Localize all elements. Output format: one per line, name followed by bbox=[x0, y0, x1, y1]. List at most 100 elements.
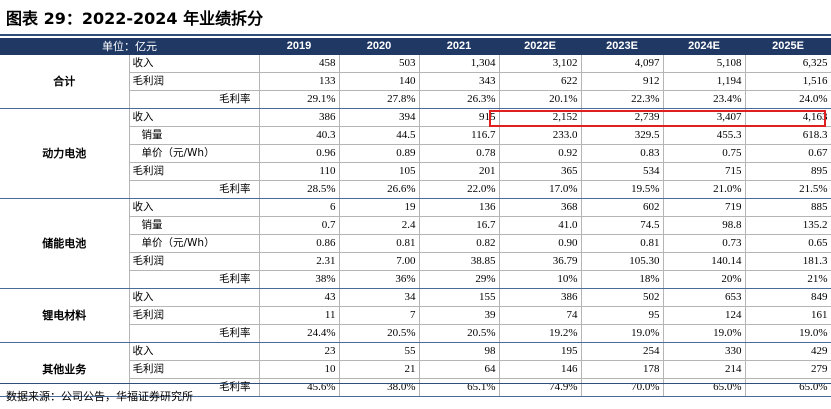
header-row: 单位：亿元 2019 2020 2021 2022E 2023E 2024E 2… bbox=[0, 38, 831, 55]
year-header: 2020 bbox=[339, 38, 419, 55]
table-row: 锂电材料 收入 43 34 155 386 502 653 849 bbox=[0, 288, 831, 343]
table-row: 毛利润 110 105 201 365 534 715 895 bbox=[0, 162, 831, 181]
value-cell: 214 bbox=[663, 360, 746, 379]
value-cell: 19.5% bbox=[581, 180, 664, 199]
value-cell: 0.81 bbox=[339, 234, 420, 253]
table-row: 销量 0.7 2.4 16.7 41.0 74.5 98.8 135.2 bbox=[0, 216, 831, 235]
segment-label: 合计 bbox=[0, 55, 130, 109]
value-cell: 24.4% bbox=[259, 324, 340, 343]
table-row: 其他业务 收入 23 55 98 195 254 330 429 bbox=[0, 342, 831, 397]
value-cell: 105 bbox=[339, 162, 420, 181]
value-cell: 34 bbox=[339, 288, 420, 307]
value-cell: 20.5% bbox=[419, 324, 500, 343]
value-cell: 124 bbox=[663, 306, 746, 325]
value-cell: 36.79 bbox=[499, 252, 582, 271]
value-cell: 74.5 bbox=[581, 216, 664, 235]
value-cell: 201 bbox=[419, 162, 500, 181]
value-cell: 136 bbox=[419, 198, 500, 217]
value-cell: 95 bbox=[581, 306, 664, 325]
table-row: 储能电池 收入 6 19 136 368 602 719 885 bbox=[0, 198, 831, 289]
source-divider bbox=[0, 383, 831, 384]
value-cell: 19 bbox=[339, 198, 420, 217]
value-cell: 19.0% bbox=[663, 324, 746, 343]
table-row: 毛利率 24.4% 20.5% 20.5% 19.2% 19.0% 19.0% 19.0% bbox=[0, 324, 831, 343]
value-cell: 39 bbox=[419, 306, 500, 325]
unit-header: 单位：亿元 bbox=[0, 38, 259, 55]
value-cell: 24.0% bbox=[745, 90, 831, 109]
value-cell: 65.0% bbox=[663, 378, 746, 397]
table-row: 毛利润 11 7 39 74 95 124 161 bbox=[0, 306, 831, 325]
value-cell: 55 bbox=[339, 342, 420, 361]
value-cell: 502 bbox=[581, 288, 664, 307]
table-row: 毛利润 10 21 64 146 178 214 279 bbox=[0, 360, 831, 379]
value-cell: 715 bbox=[663, 162, 746, 181]
value-cell: 21.0% bbox=[663, 180, 746, 199]
table-row: 毛利率 38% 36% 29% 10% 18% 20% 21% bbox=[0, 270, 831, 289]
value-cell: 719 bbox=[663, 198, 746, 217]
value-cell: 65.0% bbox=[745, 378, 831, 397]
value-cell: 622 bbox=[499, 72, 582, 91]
value-cell: 2.31 bbox=[259, 252, 340, 271]
table-body: 合计 收入 458 503 1,304 3,102 4,097 5,108 6,325 毛利润 13… bbox=[0, 55, 831, 397]
value-cell: 279 bbox=[745, 360, 831, 379]
value-cell: 503 bbox=[339, 55, 420, 73]
table-row: 毛利率 28.5% 26.6% 22.0% 17.0% 19.5% 21.0% 21.5% bbox=[0, 180, 831, 199]
value-cell: 1,304 bbox=[419, 55, 500, 73]
year-header: 2019 bbox=[259, 38, 339, 55]
value-cell: 22.0% bbox=[419, 180, 500, 199]
segment-label: 其他业务 bbox=[0, 342, 130, 397]
row-label: 毛利润 bbox=[129, 162, 260, 181]
value-cell: 11 bbox=[259, 306, 340, 325]
value-cell: 27.8% bbox=[339, 90, 420, 109]
value-cell: 38.0% bbox=[339, 378, 420, 397]
value-cell: 178 bbox=[581, 360, 664, 379]
value-cell: 20% bbox=[663, 270, 746, 289]
value-cell: 0.7 bbox=[259, 216, 340, 235]
year-header: 2024E bbox=[663, 38, 745, 55]
table-row: 动力电池 收入 386 394 915 2,152 2,739 3,407 4,163 bbox=[0, 108, 831, 199]
financial-breakdown-table: 单位：亿元 2019 2020 2021 2022E 2023E 2024E 2… bbox=[0, 38, 831, 397]
segment-label: 储能电池 bbox=[0, 198, 130, 289]
value-cell: 116.7 bbox=[419, 126, 500, 145]
table-row: 单价（元/Wh） 0.86 0.81 0.82 0.90 0.81 0.73 0.65 bbox=[0, 234, 831, 253]
value-cell: 6,325 bbox=[745, 55, 831, 73]
value-cell: 0.86 bbox=[259, 234, 340, 253]
value-cell: 19.2% bbox=[499, 324, 582, 343]
value-cell: 74.9% bbox=[499, 378, 582, 397]
value-cell: 38% bbox=[259, 270, 340, 289]
value-cell: 140.14 bbox=[663, 252, 746, 271]
value-cell: 0.65 bbox=[745, 234, 831, 253]
value-cell: 155 bbox=[419, 288, 500, 307]
value-cell: 16.7 bbox=[419, 216, 500, 235]
value-cell: 161 bbox=[745, 306, 831, 325]
row-label: 毛利润 bbox=[129, 360, 260, 379]
value-cell: 22.3% bbox=[581, 90, 664, 109]
value-cell: 45.6% bbox=[259, 378, 340, 397]
value-cell: 602 bbox=[581, 198, 664, 217]
row-label: 毛利润 bbox=[129, 72, 260, 91]
row-label: 毛利润 bbox=[129, 252, 260, 271]
value-cell: 26.3% bbox=[419, 90, 500, 109]
value-cell: 43 bbox=[259, 288, 340, 307]
value-cell: 343 bbox=[419, 72, 500, 91]
value-cell: 0.90 bbox=[499, 234, 582, 253]
row-label: 销量 bbox=[129, 126, 260, 145]
value-cell: 10% bbox=[499, 270, 582, 289]
table-row: 合计 收入 458 503 1,304 3,102 4,097 5,108 6,325 bbox=[0, 55, 831, 109]
value-cell: 98 bbox=[419, 342, 500, 361]
value-cell: 912 bbox=[581, 72, 664, 91]
table-row: 毛利润 133 140 343 622 912 1,194 1,516 bbox=[0, 72, 831, 91]
value-cell: 44.5 bbox=[339, 126, 420, 145]
value-cell: 0.78 bbox=[419, 144, 500, 163]
value-cell: 40.3 bbox=[259, 126, 340, 145]
value-cell: 21.5% bbox=[745, 180, 831, 199]
value-cell: 10 bbox=[259, 360, 340, 379]
value-cell: 233.0 bbox=[499, 126, 582, 145]
value-cell: 0.81 bbox=[581, 234, 664, 253]
value-cell: 386 bbox=[499, 288, 582, 307]
value-cell: 74 bbox=[499, 306, 582, 325]
value-cell: 3,407 bbox=[663, 108, 746, 127]
value-cell: 0.92 bbox=[499, 144, 582, 163]
value-cell: 38.85 bbox=[419, 252, 500, 271]
value-cell: 849 bbox=[745, 288, 831, 307]
